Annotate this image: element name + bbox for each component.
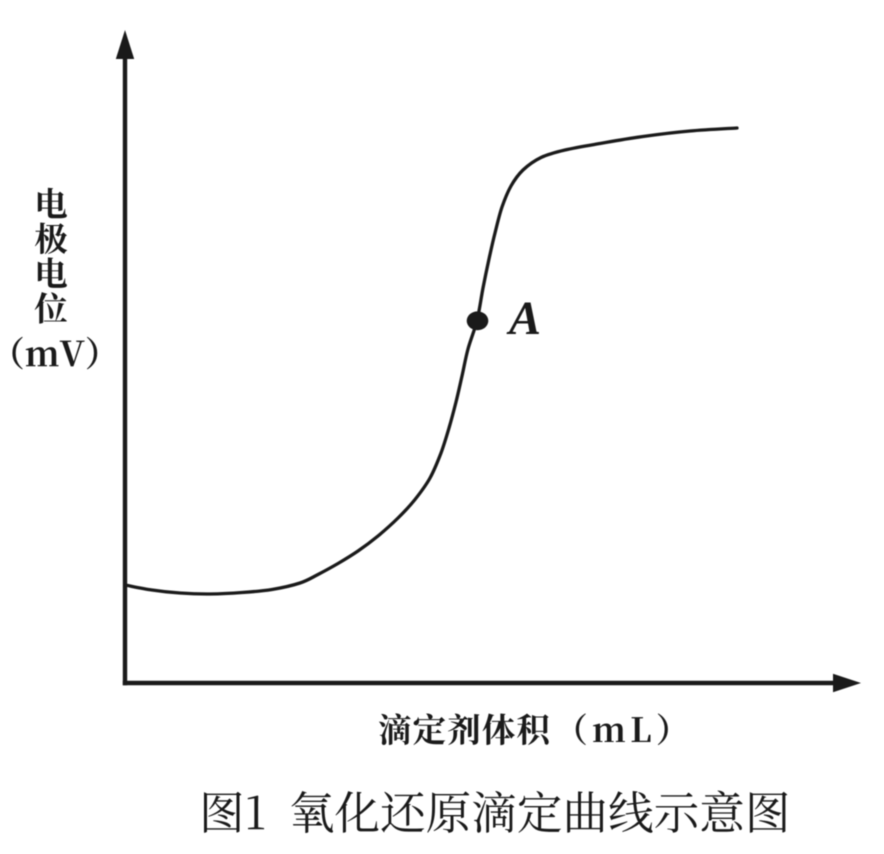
glyph bbox=[592, 723, 625, 742]
titration-curve-line bbox=[123, 126, 739, 596]
x-axis-arrow-icon bbox=[833, 673, 861, 693]
glyph bbox=[427, 791, 470, 833]
glyph bbox=[204, 791, 242, 833]
glyph bbox=[701, 790, 743, 832]
y-axis bbox=[115, 30, 135, 686]
glyph bbox=[378, 713, 411, 746]
x-axis-title bbox=[378, 713, 668, 746]
x-axis bbox=[122, 673, 861, 693]
glyph bbox=[247, 795, 265, 830]
glyph bbox=[655, 792, 698, 833]
glyph bbox=[86, 336, 98, 370]
glyph bbox=[517, 713, 549, 746]
glyph bbox=[291, 791, 334, 833]
glyph bbox=[335, 791, 379, 833]
glyph bbox=[575, 713, 586, 746]
y-axis-arrow-icon bbox=[115, 30, 135, 59]
glyph bbox=[34, 222, 68, 255]
glyph bbox=[34, 292, 67, 324]
glyph bbox=[567, 791, 605, 833]
glyph bbox=[448, 713, 480, 746]
glyph bbox=[518, 790, 561, 833]
glyph bbox=[609, 790, 653, 833]
glyph bbox=[631, 717, 651, 742]
equivalence-point-marker bbox=[466, 311, 489, 331]
glyph bbox=[37, 187, 67, 219]
figure-caption bbox=[204, 790, 788, 833]
glyph bbox=[381, 791, 425, 833]
glyph bbox=[472, 790, 515, 833]
glyph bbox=[12, 336, 23, 370]
y-axis-title bbox=[12, 187, 98, 370]
glyph bbox=[37, 257, 67, 288]
glyph bbox=[413, 713, 446, 745]
glyph bbox=[657, 713, 668, 746]
glyph bbox=[25, 347, 59, 367]
glyph bbox=[59, 340, 85, 367]
glyph bbox=[482, 713, 515, 746]
point-a-label: A bbox=[506, 292, 541, 345]
glyph bbox=[749, 791, 788, 833]
